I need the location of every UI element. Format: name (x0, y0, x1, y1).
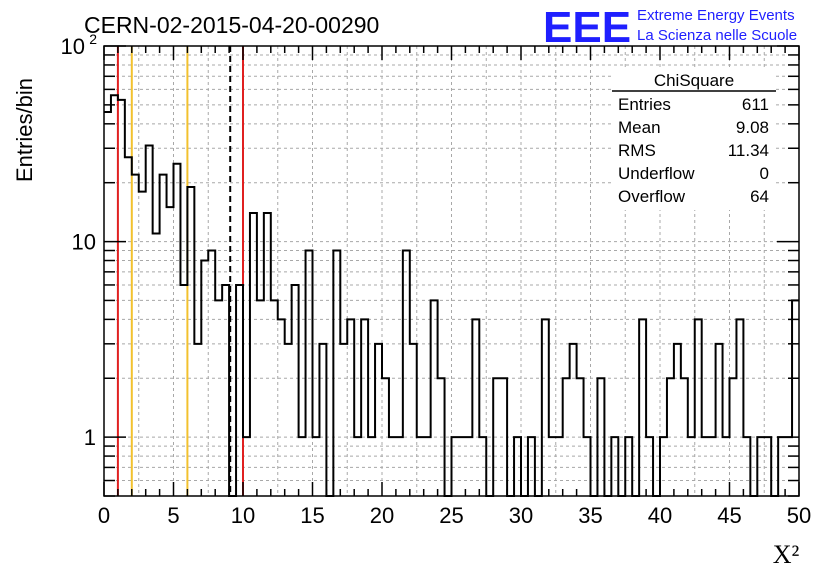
x-tick-label: 10 (231, 503, 255, 528)
chart-title: CERN-02-2015-04-20-00290 (84, 12, 379, 38)
x-axis-label: X² (773, 540, 800, 569)
stats-row-value: 9.08 (736, 118, 769, 137)
x-tick-labels: 0 5 10 15 20 25 30 35 40 45 50 (98, 503, 811, 528)
stats-box-title: ChiSquare (654, 71, 734, 90)
eee-logo: EEE Extreme Energy Events La Scienza nel… (543, 3, 797, 52)
eee-logo-text: EEE (543, 3, 631, 52)
x-tick-label: 50 (787, 503, 811, 528)
stats-row-label: Underflow (618, 164, 695, 183)
stats-row-value: 0 (760, 164, 769, 183)
y-tick-label: 10 (72, 230, 96, 255)
stats-rows: Entries 611 Mean 9.08 RMS 11.34 Underflow 0 Over… (618, 95, 769, 206)
x-tick-label: 40 (648, 503, 672, 528)
stats-row-value: 611 (742, 95, 769, 114)
stats-row-label: Mean (618, 118, 661, 137)
stats-row-value: 11.34 (728, 141, 769, 160)
x-tick-label: 35 (578, 503, 602, 528)
axis-ticks (103, 45, 800, 497)
x-tick-label: 25 (439, 503, 463, 528)
stats-row-label: Overflow (618, 187, 686, 206)
x-tick-label: 30 (509, 503, 533, 528)
y-tick-exponent: 2 (89, 31, 97, 47)
y-tick-label: 1 (84, 425, 96, 450)
x-tick-label: 45 (717, 503, 741, 528)
stats-row-value: 64 (750, 187, 769, 206)
logo-line-2: La Scienza nelle Scuole (637, 27, 797, 44)
stats-row-label: RMS (618, 141, 656, 160)
x-tick-label: 0 (98, 503, 110, 528)
logo-line-1: Extreme Energy Events (637, 7, 795, 24)
x-tick-label: 15 (300, 503, 324, 528)
stats-row-label: Entries (618, 95, 671, 114)
stats-box: ChiSquare Entries 611 Mean 9.08 RMS 11.34 Unde… (612, 68, 776, 210)
x-tick-label: 20 (370, 503, 394, 528)
y-tick-label: 10 (61, 34, 85, 59)
y-axis-label: Entries/bin (12, 78, 37, 182)
histogram-outline (104, 94, 799, 497)
x-tick-label: 5 (167, 503, 179, 528)
